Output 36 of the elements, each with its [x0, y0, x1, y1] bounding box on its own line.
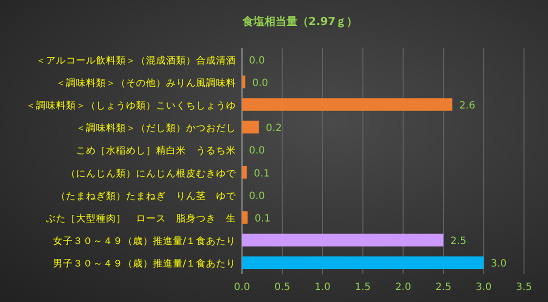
bar [242, 211, 248, 224]
y-tick-label: こめ［水稲めし］精白米 うるち米 [76, 144, 236, 157]
x-tick-label: 2.5 [435, 282, 452, 293]
data-label: 0.1 [254, 214, 271, 224]
x-tick-label: 2.0 [395, 282, 412, 293]
data-label: 2.5 [450, 236, 466, 248]
chart-title: 食塩相当量（2.97ｇ） [241, 15, 358, 28]
y-tick-label: ＜調味料類＞（その他）みりん風調味料 [56, 76, 236, 89]
y-tick-label: （たまねぎ類）たまねぎ りん茎 ゆで [56, 190, 237, 202]
x-tick-label: 1.5 [354, 282, 371, 293]
y-tick-label: 女子３０～４９（歳）推進量/１食あたり [52, 235, 236, 248]
data-label: 2.6 [459, 100, 476, 112]
data-label: 0.0 [249, 55, 265, 66]
data-label: 0.0 [252, 78, 268, 89]
y-tick-label: ＜アルコール飲料類＞（混成酒類）合成清酒 [36, 54, 236, 66]
y-tick-label: ＜調味料類＞（しょうゆ類）こいくちしょうゆ [26, 100, 236, 112]
bar [242, 166, 247, 179]
y-tick-label: （にんじん類）にんじん根皮むきゆで [66, 167, 237, 180]
bar [242, 234, 444, 246]
x-tick-label: 1.0 [314, 282, 331, 293]
data-label: 0.2 [266, 123, 282, 134]
x-tick-label: 0.5 [274, 282, 290, 293]
data-label: 0.1 [254, 168, 270, 180]
data-label: 0.0 [249, 146, 265, 157]
y-tick-label: 男子３０～４９（歳）推進量/１食あたり [52, 258, 236, 270]
data-label: 0.0 [249, 190, 265, 202]
x-tick-label: 0.0 [234, 282, 250, 293]
bar [242, 98, 452, 111]
y-tick-label: ＜調味料類＞（だし類）かつおだし [76, 122, 236, 134]
x-tick-label: 3.5 [516, 282, 532, 293]
data-label: 3.0 [490, 258, 507, 270]
bar [242, 120, 259, 134]
bar [242, 76, 246, 88]
x-tick-label: 3.0 [476, 282, 492, 293]
bar [242, 256, 484, 270]
y-tick-label: ぶた［大型種肉］ ロース 脂身つき 生 [46, 212, 236, 224]
